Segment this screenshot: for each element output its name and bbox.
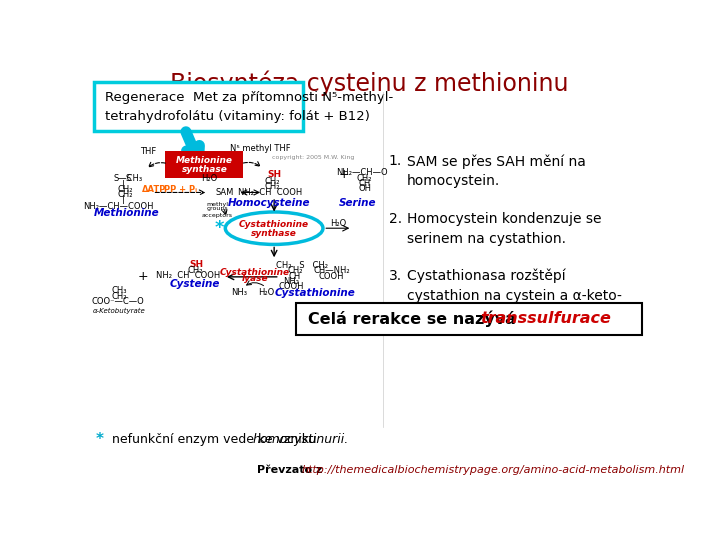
Text: CH: CH bbox=[359, 179, 371, 188]
Text: Homocystein kondenzuje se
serinem na cystathion.: Homocystein kondenzuje se serinem na cys… bbox=[407, 212, 601, 246]
Text: PP + Pᵢ: PP + Pᵢ bbox=[164, 185, 197, 194]
Text: H₂O: H₂O bbox=[201, 174, 217, 183]
Text: 2.: 2. bbox=[389, 212, 402, 226]
Text: transsulfurace: transsulfurace bbox=[481, 312, 611, 326]
FancyBboxPatch shape bbox=[94, 82, 303, 131]
Text: synthase: synthase bbox=[181, 165, 228, 174]
Text: Cystathionine: Cystathionine bbox=[239, 220, 309, 228]
Text: *: * bbox=[215, 219, 224, 237]
Text: α-Ketobutyrate: α-Ketobutyrate bbox=[93, 308, 146, 314]
Ellipse shape bbox=[225, 212, 323, 245]
Text: +: + bbox=[338, 168, 349, 181]
Text: ΔATP: ΔATP bbox=[142, 185, 166, 194]
Text: Cystathionasa rozštěpí
cystathion na cystein a α-keto-
glutarát.: Cystathionasa rozštěpí cystathion na cys… bbox=[407, 268, 622, 323]
Text: 3.: 3. bbox=[389, 268, 402, 282]
Text: Biosyntéza cysteinu z methioninu: Biosyntéza cysteinu z methioninu bbox=[170, 71, 568, 96]
Text: +: + bbox=[138, 271, 148, 284]
FancyBboxPatch shape bbox=[297, 302, 642, 335]
Text: Serine: Serine bbox=[339, 198, 377, 208]
Text: *: * bbox=[96, 431, 104, 447]
Text: CH₂: CH₂ bbox=[265, 182, 280, 191]
Text: CH₂: CH₂ bbox=[357, 174, 372, 183]
Text: CH₂   S   CH₂: CH₂ S CH₂ bbox=[276, 261, 328, 269]
Text: SAM: SAM bbox=[216, 188, 234, 197]
Text: Cystathionine: Cystathionine bbox=[274, 288, 355, 298]
Text: NH₂—CH—O: NH₂—CH—O bbox=[336, 168, 388, 178]
Text: Cystathionine: Cystathionine bbox=[220, 268, 289, 277]
Text: Regenerace  Met za přítomnosti N⁵-methyl-: Regenerace Met za přítomnosti N⁵-methyl- bbox=[105, 91, 393, 104]
Text: COO⁻—C—O: COO⁻—C—O bbox=[91, 298, 144, 306]
Text: tetrahydrofolátu (vitaminy: folát + B12): tetrahydrofolátu (vitaminy: folát + B12) bbox=[105, 110, 370, 123]
Text: NH₂  CH  COOH: NH₂ CH COOH bbox=[156, 271, 220, 280]
Text: copyright: 2005 M.W. King: copyright: 2005 M.W. King bbox=[272, 154, 354, 160]
Text: Homocysteine: Homocysteine bbox=[228, 198, 310, 208]
Text: CH₂: CH₂ bbox=[117, 185, 133, 194]
Text: NH₂: NH₂ bbox=[283, 276, 299, 286]
Text: COOH: COOH bbox=[319, 272, 344, 280]
Text: NH₃: NH₃ bbox=[232, 288, 248, 297]
Text: THF: THF bbox=[140, 147, 157, 156]
Text: methyl: methyl bbox=[206, 201, 228, 207]
Text: S—CH₃: S—CH₃ bbox=[113, 174, 143, 183]
Text: nefunkční enzym vede ke vzniku: nefunkční enzym vede ke vzniku bbox=[112, 433, 321, 446]
Text: http://themedicalbiochemistrypage.org/amino-acid-metabolism.html: http://themedicalbiochemistrypage.org/am… bbox=[302, 465, 685, 475]
Text: NH₂—CH—COOH: NH₂—CH—COOH bbox=[83, 201, 153, 211]
Text: CH₂: CH₂ bbox=[112, 292, 127, 301]
Text: Methionine: Methionine bbox=[176, 156, 233, 165]
Text: |: | bbox=[122, 195, 125, 205]
FancyBboxPatch shape bbox=[166, 151, 243, 178]
Text: Převzato z: Převzato z bbox=[258, 465, 327, 475]
Text: Cysteine: Cysteine bbox=[170, 279, 220, 289]
Text: CH₂: CH₂ bbox=[265, 177, 280, 186]
Text: CH—NH₂: CH—NH₂ bbox=[313, 266, 350, 275]
Text: |: | bbox=[122, 180, 125, 189]
Text: COOH: COOH bbox=[278, 282, 304, 291]
Text: homocystinurii.: homocystinurii. bbox=[253, 433, 349, 446]
Text: SH: SH bbox=[267, 171, 282, 179]
Text: groups: groups bbox=[207, 206, 228, 211]
Text: CH₃: CH₃ bbox=[112, 287, 127, 295]
Text: CH₂: CH₂ bbox=[287, 266, 302, 275]
Text: 1.: 1. bbox=[389, 154, 402, 168]
Text: H₂O: H₂O bbox=[330, 219, 346, 228]
Text: Methionine: Methionine bbox=[94, 208, 159, 218]
Text: acceptors: acceptors bbox=[202, 213, 233, 218]
Text: NH₂  CH  COOH: NH₂ CH COOH bbox=[238, 187, 302, 197]
Text: H₂O: H₂O bbox=[258, 288, 274, 297]
Text: synthase: synthase bbox=[251, 229, 297, 238]
Text: OH: OH bbox=[358, 184, 371, 193]
Text: CH₂: CH₂ bbox=[187, 266, 202, 275]
Text: SH: SH bbox=[189, 260, 203, 269]
Text: S: S bbox=[125, 174, 130, 183]
Text: N⁵ methyl THF: N⁵ methyl THF bbox=[230, 144, 290, 153]
Text: SAM se přes SAH mění na
homocystein.: SAM se přes SAH mění na homocystein. bbox=[407, 154, 586, 188]
Text: CH: CH bbox=[289, 272, 301, 280]
Text: lyase: lyase bbox=[241, 274, 268, 283]
Text: CH₂: CH₂ bbox=[117, 191, 133, 199]
Text: Celá rerakce se nazývá: Celá rerakce se nazývá bbox=[307, 310, 521, 327]
